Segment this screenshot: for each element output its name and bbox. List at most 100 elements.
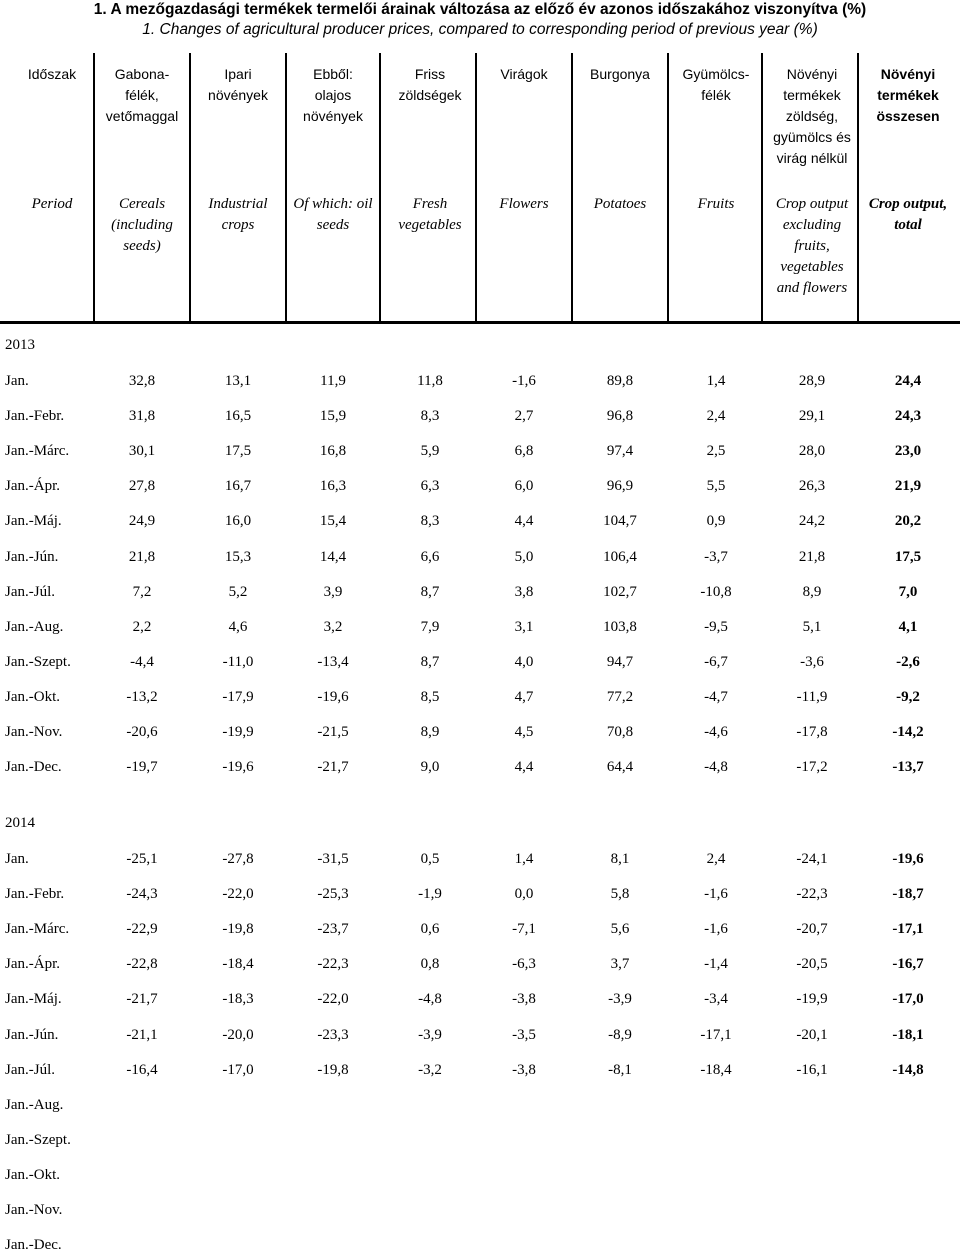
title-hungarian: 1. A mezőgazdasági termékek termelői ára…	[93, 1, 867, 18]
column-header-en: Fruits	[697, 196, 735, 212]
value-cell: 2,5	[706, 443, 726, 460]
value-cell: -3,2	[418, 1061, 442, 1078]
value-cell: -3,7	[704, 548, 728, 565]
value-cell: 9,0	[420, 759, 440, 776]
value-cell: 8,5	[420, 688, 440, 705]
table-row: Jan.-Szept.	[0, 1132, 960, 1152]
value-cell: 64,4	[606, 759, 634, 776]
column-header-en: Crop output, total	[868, 196, 948, 233]
value-cell: 5,1	[802, 618, 822, 635]
table-row: Jan.-Ápr. 27,8 16,7 16,3 6,3 6,0 96,9 5,5 26,3 21…	[0, 478, 960, 498]
value-cell: -22,0	[317, 991, 349, 1008]
table-row: Jan. -25,1 -27,8 -31,5 0,5 1,4 8,1 2,4 -24,1 -19,…	[0, 851, 960, 871]
value-cell: -19,9	[222, 724, 254, 740]
value-cell: -16,1	[796, 1061, 828, 1078]
value-cell: 11,8	[417, 373, 443, 389]
value-cell: 26,3	[798, 478, 826, 495]
value-cell: -16,7	[892, 956, 924, 973]
value-cell: 77,2	[606, 688, 634, 705]
value-cell: 13,1	[224, 373, 252, 389]
column-header-hu: Növényi termékek zöldség, gyümölcs és virág …	[773, 66, 851, 166]
value-cell: -17,2	[796, 759, 828, 776]
table-row: Jan.-Aug. 2,2 4,6 3,2 7,9 3,1 103,8 -9,5 5,1 4,1	[0, 619, 960, 639]
value-cell: -3,9	[608, 991, 632, 1008]
period-cell: Jan.	[5, 373, 29, 389]
value-cell: 96,8	[606, 408, 634, 425]
table-row: Jan.-Márc. 30,1 17,5 16,8 5,9 6,8 97,4 2,5 28,0 2…	[0, 443, 960, 463]
period-cell: Jan.-Máj.	[5, 513, 62, 530]
value-cell: 97,4	[606, 443, 634, 460]
value-cell: -19,7	[126, 759, 158, 776]
value-cell: -9,2	[896, 688, 920, 705]
period-cell: Jan.-Aug.	[5, 1096, 64, 1113]
value-cell: 6,6	[420, 548, 440, 565]
value-cell: 15,3	[224, 548, 252, 565]
table-row: Jan.-Máj. -21,7 -18,3 -22,0 -4,8 -3,8 -3,9 -3,4…	[0, 991, 960, 1011]
value-cell: 7,9	[420, 618, 440, 635]
value-cell: 8,3	[420, 513, 440, 530]
table-row: Jan.-Nov. -20,6 -19,9 -21,5 8,9 4,5 70,8 -4,6 -1…	[0, 724, 960, 744]
value-cell: -4,7	[704, 688, 728, 705]
period-cell: Jan.-Márc.	[5, 443, 70, 460]
value-cell: -18,1	[892, 1026, 924, 1043]
value-cell: 6,8	[514, 443, 534, 460]
table-row: Jan.-Febr. -24,3 -22,0 -25,3 -1,9 0,0 5,8 -1,6 -…	[0, 886, 960, 906]
period-cell: Jan.-Febr.	[5, 408, 65, 425]
value-cell: -22,3	[317, 956, 349, 973]
value-cell: 6,3	[420, 478, 440, 495]
value-cell: -20,7	[796, 921, 828, 938]
value-cell: 4,6	[228, 618, 248, 635]
value-cell: 102,7	[603, 583, 637, 600]
value-cell: -22,3	[796, 886, 828, 903]
column-divider	[285, 53, 287, 323]
table-row: Jan.-Márc. -22,9 -19,8 -23,7 0,6 -7,1 5,6 -1,6 -…	[0, 921, 960, 941]
value-cell: -19,6	[222, 759, 254, 776]
value-cell: -3,9	[418, 1026, 442, 1043]
table-row: Jan.-Szept. -4,4 -11,0 -13,4 8,7 4,0 94,7 -6,7 -…	[0, 654, 960, 674]
value-cell: -8,1	[608, 1061, 632, 1078]
value-cell: 31,8	[128, 408, 156, 425]
value-cell: -13,7	[892, 759, 924, 776]
value-cell: -11,9	[796, 688, 828, 705]
column-divider	[857, 53, 859, 323]
value-cell: 96,9	[606, 478, 634, 495]
value-cell: 3,7	[610, 956, 630, 973]
value-cell: -21,7	[317, 759, 349, 776]
value-cell: 23,0	[894, 443, 922, 460]
value-cell: -21,7	[126, 991, 158, 1008]
value-cell: -19,8	[222, 921, 254, 938]
value-cell: 24,9	[128, 513, 156, 530]
value-cell: -1,6	[512, 373, 536, 389]
value-cell: 2,2	[132, 618, 152, 635]
value-cell: 8,1	[610, 851, 630, 867]
value-cell: 5,2	[228, 583, 248, 600]
period-cell: Jan.	[5, 851, 29, 867]
value-cell: -25,1	[126, 851, 158, 867]
column-header-hu: Időszak	[27, 66, 77, 82]
value-cell: 2,7	[514, 408, 534, 425]
value-cell: -18,3	[222, 991, 254, 1008]
table-row: Jan.-Jún. 21,8 15,3 14,4 6,6 5,0 106,4 -3,7 21,8…	[0, 549, 960, 569]
value-cell: 0,8	[420, 956, 440, 973]
column-divider	[475, 53, 477, 323]
period-cell: Jan.-Szept.	[5, 1131, 71, 1148]
value-cell: -1,6	[704, 921, 728, 938]
period-cell: Jan.-Dec.	[5, 759, 62, 776]
value-cell: -22,8	[126, 956, 158, 973]
column-divider	[189, 53, 191, 323]
value-cell: 8,7	[420, 583, 440, 600]
column-divider	[761, 53, 763, 323]
value-cell: 4,5	[514, 724, 534, 740]
value-cell: -31,5	[317, 851, 349, 867]
period-cell: Jan.-Jún.	[5, 1026, 59, 1043]
value-cell: 21,9	[894, 478, 922, 495]
table-row: Jan.-Okt.	[0, 1167, 960, 1187]
value-cell: 28,9	[798, 373, 826, 389]
column-header-en: Period	[31, 196, 73, 212]
value-cell: -13,4	[317, 653, 349, 670]
value-cell: -6,3	[512, 956, 536, 973]
value-cell: -4,6	[704, 724, 728, 740]
column-header-en: Of which: oil seeds	[293, 196, 373, 233]
value-cell: -20,0	[222, 1026, 254, 1043]
value-cell: 7,2	[132, 583, 152, 600]
